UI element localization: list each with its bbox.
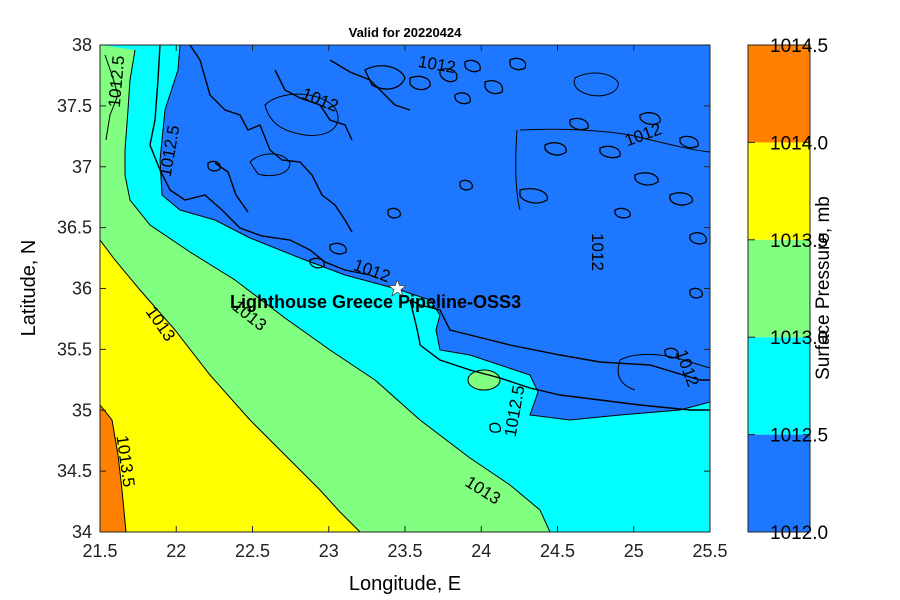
colorbar-frame (747, 44, 811, 533)
x-tick-label: 21.5 (82, 541, 117, 561)
band-1013-0-island (468, 370, 500, 390)
contour-label: 1012.5 (105, 55, 128, 108)
band-1014-0 (100, 405, 126, 532)
colorbar-swatch (748, 45, 810, 143)
y-axis-label: Latitude, N (18, 240, 40, 337)
colorbar-label: Surface Pressure, mb (813, 196, 834, 380)
coastlines (149, 45, 710, 411)
islands (207, 57, 707, 433)
colorbar: 1012.0 1012.5 1013.0 1013.5 1014.0 1014.5 (747, 36, 828, 544)
colorbar-swatch (748, 434, 810, 532)
y-tick-label: 35.5 (57, 339, 92, 359)
colorbar-tick-label: 1012.0 (770, 523, 828, 544)
x-tick-label: 24 (471, 541, 491, 561)
station-star-icon[interactable] (387, 278, 408, 297)
x-axis-label: Longitude, E (349, 573, 461, 595)
x-tick-label: 22.5 (235, 541, 270, 561)
y-tick-label: 34.5 (57, 461, 92, 481)
x-tick-label: 22 (166, 541, 186, 561)
y-tick-label: 38 (72, 35, 92, 55)
colorbar-tick-label: 1013.5 (770, 231, 828, 252)
station-label: Lighthouse Greece Pipeline-OSS3 (230, 292, 521, 312)
y-tick-label: 37 (72, 157, 92, 177)
y-tick-label: 36 (72, 279, 92, 299)
x-tick-label: 24.5 (540, 541, 575, 561)
x-tick-label: 23.5 (387, 541, 422, 561)
colorbar-tick-label: 1014.5 (770, 36, 828, 57)
band-1013-5 (100, 240, 360, 532)
colorbar-swatch (748, 239, 810, 338)
map-title: Valid for 20220424 (349, 25, 463, 40)
x-axis-ticks: 21.5 22 22.5 23 23.5 24 24.5 25 25.5 (82, 45, 728, 561)
y-tick-label: 35 (72, 400, 92, 420)
map-plot-area: 1012 1012 1012 1012 1012 1012 1012.5 101… (100, 45, 710, 532)
colorbar-swatch (748, 337, 810, 435)
y-tick-label: 37.5 (57, 96, 92, 116)
colorbar-tick-label: 1014.0 (770, 133, 828, 154)
y-tick-label: 36.5 (57, 218, 92, 238)
y-axis-ticks: 34 34.5 35 35.5 36 36.5 37 37.5 38 (57, 35, 710, 542)
contour-lines (100, 45, 710, 532)
x-tick-label: 23 (319, 541, 339, 561)
colorbar-tick-label: 1012.5 (770, 426, 828, 447)
colorbar-tick-label: 1013.0 (770, 328, 828, 349)
colorbar-swatch (748, 142, 810, 240)
x-tick-label: 25 (624, 541, 644, 561)
contour-label: 1012 (588, 233, 607, 271)
y-tick-label: 34 (72, 522, 92, 542)
x-tick-label: 25.5 (692, 541, 727, 561)
